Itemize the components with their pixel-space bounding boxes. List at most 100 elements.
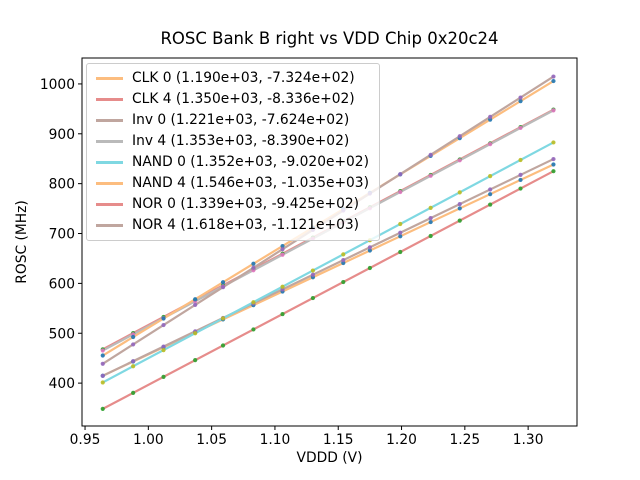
data-point-nand-4 [161,316,166,321]
data-point-nand-0 [551,140,556,145]
legend-item-clk-0: CLK 0 (1.190e+03, -7.324e+02) [96,68,369,89]
data-point-nor-4 [457,134,462,139]
data-point-nand-0 [428,205,433,210]
x-tick-label: 1.15 [323,432,354,448]
data-point-nand-4 [131,334,136,340]
y-tick-label: 900 [49,127,75,143]
data-point-nand-0 [398,221,403,227]
legend-label: NAND 4 (1.546e+03, -1.035e+03) [132,175,369,191]
data-point-inv-0 [341,258,346,263]
data-point-nand-4 [551,78,556,84]
legend-item-inv-0: Inv 0 (1.221e+03, -7.624e+02) [96,110,369,131]
data-point-inv-0 [100,373,105,378]
legend-label: Inv 0 (1.221e+03, -7.624e+02) [132,112,350,128]
data-point-nor-0 [367,265,372,271]
data-point-nand-4 [100,353,105,358]
data-point-clk-0 [428,219,433,225]
data-point-nor-0 [551,169,556,174]
data-point-clk-0 [367,248,372,253]
data-point-nand-0 [220,316,226,321]
data-point-nor-4 [161,322,166,328]
data-point-inv-4 [398,189,403,195]
data-point-inv-4 [488,142,493,147]
data-point-nand-0 [161,347,166,353]
data-point-nor-4 [280,247,285,252]
data-point-nor-0 [457,218,462,223]
legend-item-nand-4: NAND 4 (1.546e+03, -1.035e+03) [96,173,369,194]
y-tick-label: 1000 [40,77,75,93]
data-point-clk-0 [457,206,462,211]
data-point-nand-4 [193,297,198,302]
data-point-clk-0 [518,177,523,183]
data-point-nor-4 [518,95,523,100]
legend-line-swatch [96,203,123,206]
data-point-nor-4 [488,114,493,120]
data-point-nor-0 [100,406,105,411]
x-tick-label: 1.10 [260,432,291,448]
data-point-nor-4 [131,342,136,347]
data-point-nor-4 [251,265,256,270]
data-point-nor-0 [161,374,166,379]
legend-label: NOR 4 (1.618e+03, -1.121e+03) [132,217,360,233]
data-point-nor-0 [341,279,346,285]
data-point-inv-4 [100,348,105,353]
data-point-nor-0 [193,358,198,363]
y-axis-label: ROSC (MHz) [14,200,30,284]
axes-border [81,57,578,427]
data-point-nand-0 [251,300,256,305]
data-point-nor-0 [280,311,285,317]
data-point-inv-0 [367,245,372,250]
data-point-nor-0 [131,390,136,395]
legend-line-swatch [96,98,123,101]
fit-line-nand-0 [101,141,555,384]
data-point-inv-0 [398,230,403,235]
fit-line-nor-0 [101,170,555,410]
legend-label: NAND 0 (1.352e+03, -9.020e+02) [132,154,369,170]
data-point-nor-4 [398,172,403,177]
legend-item-nor-4: NOR 4 (1.618e+03, -1.121e+03) [96,215,369,236]
y-tick-label: 400 [49,376,75,392]
data-point-nor-0 [518,186,523,191]
data-point-nor-0 [488,202,493,207]
data-point-nand-0 [341,252,346,257]
legend: CLK 0 (1.190e+03, -7.324e+02) CLK 4 (1.35… [86,63,380,241]
fit-line-inv-0 [101,157,555,377]
data-point-nand-0 [193,331,198,336]
data-point-nand-0 [457,190,462,195]
data-point-nand-4 [220,280,226,285]
data-point-inv-4 [428,173,433,178]
data-point-nand-0 [310,268,316,273]
x-tick-label: 0.95 [70,432,101,448]
data-point-nor-4 [551,74,556,79]
legend-label: NOR 0 (1.339e+03, -9.425e+02) [132,196,360,212]
data-point-nor-0 [398,249,403,255]
data-point-inv-4 [280,252,285,257]
legend-item-nor-0: NOR 0 (1.339e+03, -9.425e+02) [96,194,369,215]
y-tick-label: 800 [49,177,75,193]
data-point-inv-0 [457,202,462,207]
data-point-nand-0 [100,380,105,385]
chart-title: ROSC Bank B right vs VDD Chip 0x20c24 [160,29,499,48]
legend-line-swatch [96,119,123,122]
data-point-clk-0 [551,162,556,167]
y-tick-label: 600 [49,276,75,292]
data-point-nor-0 [428,233,433,239]
data-point-nand-0 [518,157,523,163]
data-point-inv-4 [518,125,523,131]
x-tick-label: 1.25 [449,432,480,448]
data-point-inv-0 [488,187,493,192]
y-tick-label: 500 [49,326,75,342]
x-tick-label: 1.05 [196,432,227,448]
data-point-nand-0 [131,364,136,369]
data-point-nor-0 [220,343,226,348]
legend-item-inv-4: Inv 4 (1.353e+03, -8.390e+02) [96,131,369,152]
data-point-nand-0 [488,174,493,179]
data-point-nor-0 [310,295,316,301]
data-point-nor-4 [100,361,105,366]
legend-line-swatch [96,224,123,227]
legend-line-swatch [96,77,123,80]
data-point-inv-0 [310,272,316,277]
legend-line-swatch [96,161,123,164]
data-point-nor-4 [193,302,198,307]
